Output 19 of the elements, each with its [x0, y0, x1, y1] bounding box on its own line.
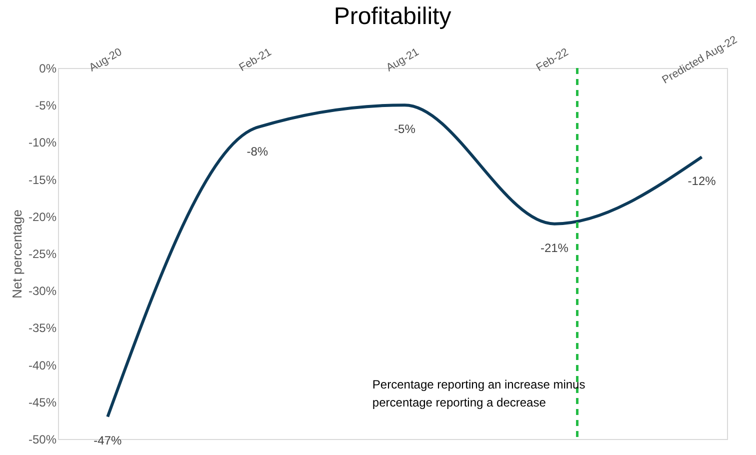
y-tick-label: -10%	[28, 136, 57, 150]
data-label: -12%	[688, 174, 716, 188]
data-label: -5%	[394, 122, 416, 136]
chart-title: Profitability	[334, 3, 452, 30]
y-tick-label: -20%	[28, 210, 57, 224]
y-tick-label: -5%	[35, 98, 57, 113]
y-tick-label: -50%	[28, 432, 57, 446]
annotation: Percentage reporting an increase minus percentage reporting a decrease	[372, 378, 586, 410]
y-axis-title: Net percentage	[9, 210, 24, 298]
y-tick-label: -45%	[28, 395, 57, 410]
y-tick-label: -35%	[28, 321, 57, 336]
y-tick-label: -30%	[28, 284, 57, 298]
y-tick-label: -15%	[28, 172, 57, 187]
y-tick-label: -40%	[28, 358, 57, 372]
data-label: -47%	[94, 434, 122, 448]
y-tick-label: 0%	[39, 62, 57, 76]
y-tick-label: -25%	[28, 247, 57, 261]
data-label: -21%	[540, 240, 569, 255]
data-label: -8%	[246, 144, 268, 158]
